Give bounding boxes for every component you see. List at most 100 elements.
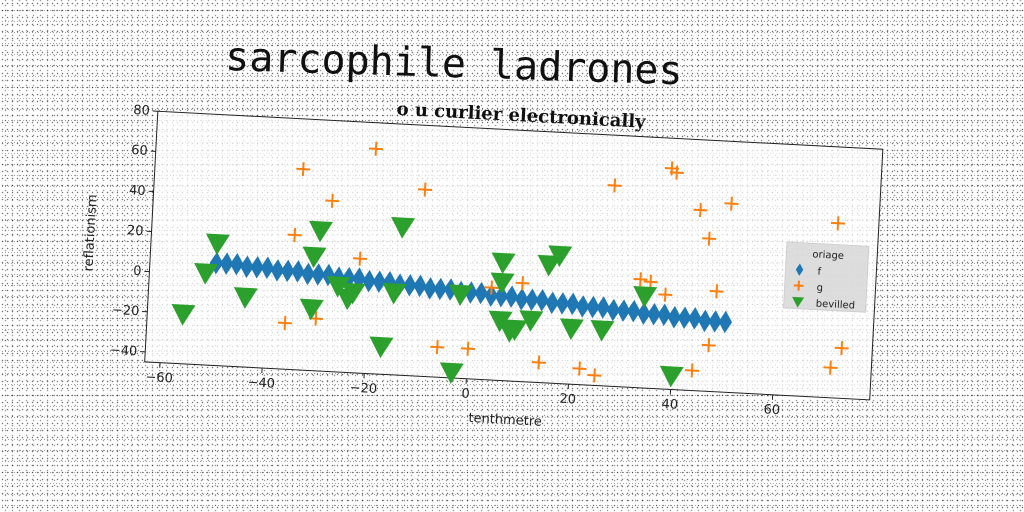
point-f: [423, 277, 437, 300]
x-axis-label: tenthmetre: [468, 411, 542, 430]
point-bevilled: [233, 287, 258, 309]
point-g: [460, 341, 475, 356]
point-g: [368, 141, 384, 156]
point-bevilled: [633, 286, 658, 308]
point-f: [596, 296, 610, 319]
legend-title: oriage: [812, 249, 844, 262]
point-g: [709, 284, 724, 299]
point-g: [633, 272, 648, 287]
point-bevilled: [559, 318, 584, 340]
point-g: [607, 178, 622, 193]
point-bevilled: [299, 298, 324, 321]
point-bevilled: [490, 272, 515, 295]
point-bevilled: [171, 304, 196, 326]
point-f: [403, 274, 417, 297]
point-g: [352, 251, 368, 266]
point-g: [531, 355, 546, 370]
point-f: [688, 307, 702, 330]
point-g: [658, 287, 673, 302]
point-g: [484, 280, 499, 295]
point-f: [413, 274, 427, 298]
point-bevilled: [659, 365, 684, 388]
point-g: [643, 274, 658, 289]
point-f: [545, 291, 559, 315]
point-f: [230, 252, 244, 276]
point-f: [280, 259, 295, 283]
point-f: [443, 278, 458, 301]
point-g: [287, 228, 302, 243]
point-bevilled: [519, 310, 544, 332]
point-f: [606, 298, 621, 322]
point-bevilled: [548, 245, 573, 267]
point-bevilled: [382, 282, 407, 305]
point-g: [724, 196, 739, 211]
point-bevilled: [498, 321, 523, 343]
point-g: [325, 193, 340, 208]
point-f: [260, 256, 275, 280]
point-f: [565, 292, 580, 316]
point-bevilled: [336, 288, 361, 311]
plot-group: o u curlier electronically −60 −40 −20 0 20 4…: [81, 99, 884, 430]
point-f: [250, 256, 264, 279]
y-tick-label: 60: [131, 143, 148, 159]
point-f: [677, 306, 692, 330]
point-g: [834, 341, 849, 356]
point-g: [685, 363, 700, 378]
y-tick-label: −20: [112, 303, 140, 319]
point-f: [535, 289, 549, 312]
legend-entry-g: g: [816, 283, 823, 294]
point-f: [291, 260, 305, 283]
point-g: [430, 340, 445, 355]
legend-entry-f: f: [817, 267, 822, 278]
point-f: [484, 284, 498, 307]
point-g: [793, 280, 804, 291]
point-g: [515, 276, 530, 291]
point-g: [830, 216, 846, 231]
y-axis-label: reflationism: [81, 194, 100, 272]
point-f: [616, 299, 631, 322]
y-tick-label: 20: [127, 223, 144, 239]
x-tick-label: 20: [559, 392, 576, 408]
point-bevilled: [537, 254, 562, 277]
point-f: [321, 263, 336, 287]
point-g: [587, 368, 602, 383]
y-axis: −40 −20 0 20 40 60 80: [109, 103, 158, 359]
point-bevilled: [792, 296, 805, 308]
point-f: [301, 262, 315, 286]
point-g: [701, 338, 716, 353]
point-f: [647, 302, 661, 326]
point-f: [525, 288, 539, 311]
point-f: [270, 259, 285, 282]
point-bevilled: [205, 233, 230, 256]
point-f: [637, 302, 651, 325]
x-axis: −60 −40 −20 0 20 40 60: [145, 362, 781, 418]
point-f: [219, 252, 234, 275]
legend-box: [783, 241, 870, 313]
point-f: [795, 263, 804, 276]
point-f: [586, 295, 600, 319]
point-g: [572, 361, 587, 376]
point-f: [657, 303, 671, 326]
x-tick-label: −20: [349, 381, 377, 397]
point-bevilled: [439, 362, 464, 384]
point-f: [372, 270, 387, 293]
point-g: [693, 203, 708, 218]
point-bevilled: [302, 246, 327, 269]
point-g: [418, 182, 433, 197]
point-f: [718, 310, 733, 334]
point-f: [514, 287, 529, 311]
point-bevilled: [491, 252, 516, 275]
x-tick-label: −40: [247, 375, 275, 391]
data-marks: [171, 141, 849, 388]
point-bevilled: [391, 217, 416, 239]
point-bevilled: [590, 319, 615, 342]
point-bevilled: [326, 275, 351, 298]
legend-entry-bevilled: bevilled: [816, 299, 856, 312]
y-tick-label: 0: [133, 264, 142, 279]
y-tick-label: 40: [129, 183, 146, 199]
point-f: [464, 281, 478, 304]
point-f: [708, 310, 722, 333]
point-bevilled: [309, 220, 333, 243]
point-g: [823, 360, 838, 375]
y-tick-label: 80: [133, 103, 150, 119]
